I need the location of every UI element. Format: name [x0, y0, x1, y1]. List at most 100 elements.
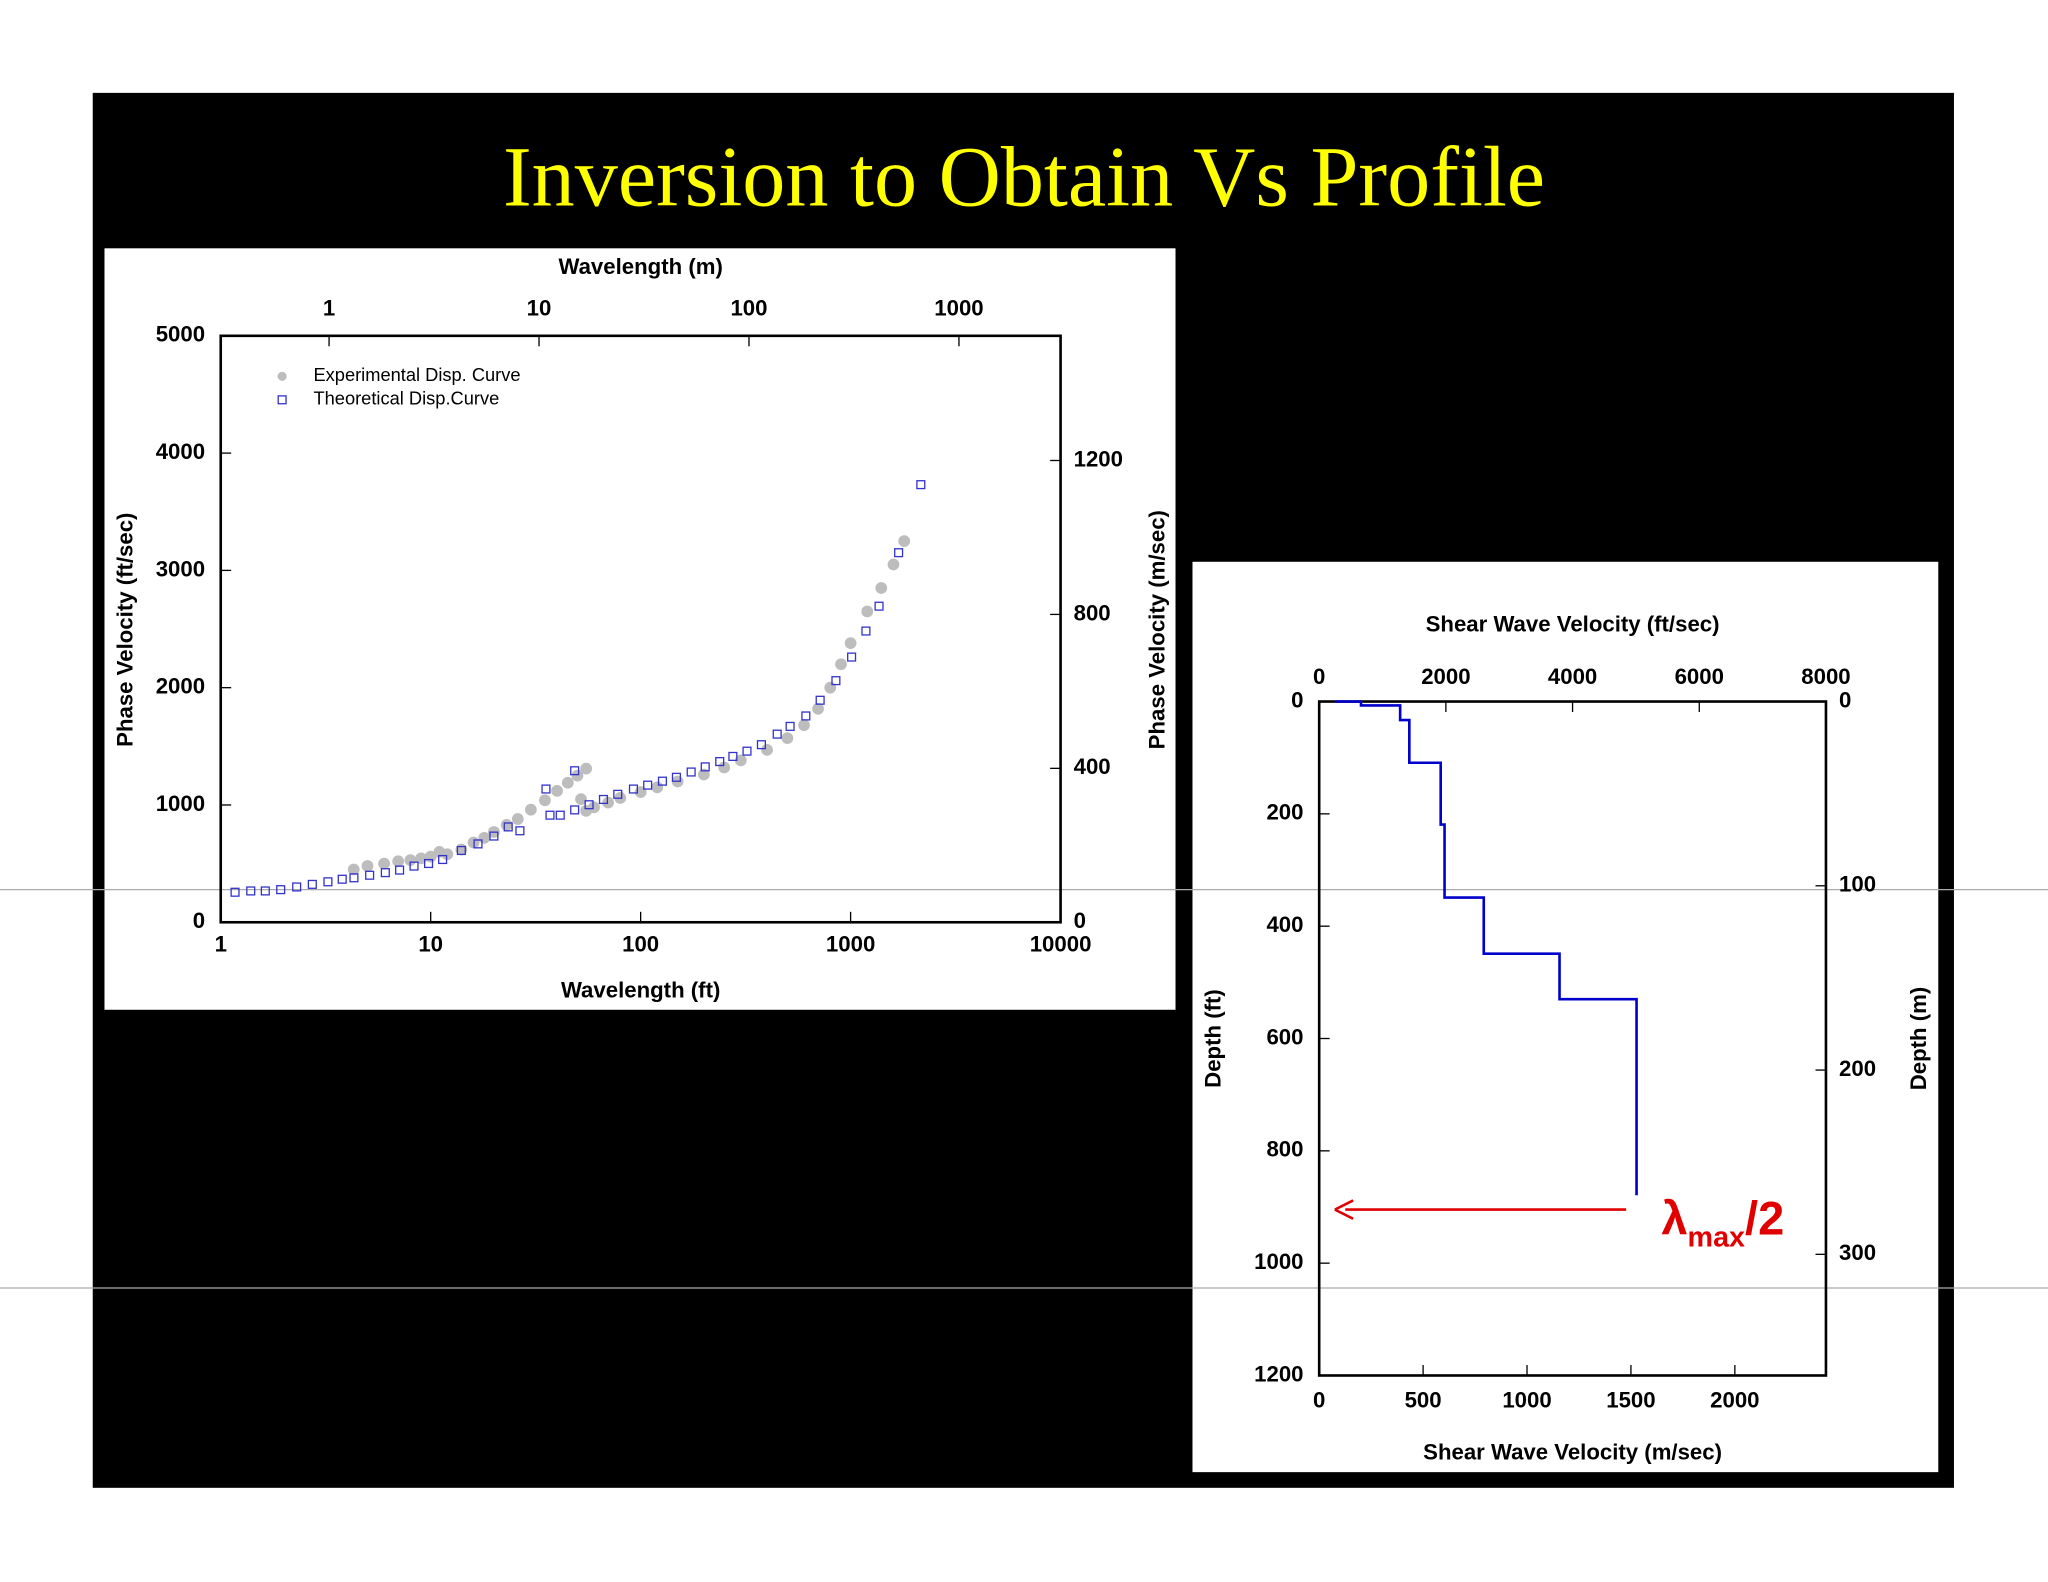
x-tick-label: 2000: [1421, 664, 1470, 689]
data-point: [657, 776, 668, 786]
x2-tick-label: 1500: [1606, 1387, 1655, 1412]
y2-tick-label: 800: [1074, 600, 1111, 625]
data-point: [785, 721, 795, 731]
data-point: [395, 865, 405, 875]
x-tick-label: 6000: [1675, 664, 1724, 689]
x2-tick-label: 500: [1405, 1387, 1442, 1412]
x2-tick-label: 1000: [934, 296, 983, 321]
y-tick-label: 2000: [156, 674, 205, 699]
chart-panel: [1192, 561, 1939, 1473]
x2-tick-label: 1000: [1502, 1387, 1551, 1412]
y-tick-label: 400: [1266, 912, 1303, 937]
data-point: [404, 854, 417, 866]
y2-axis-label: Depth (m): [1906, 987, 1931, 1091]
x-tick-label: 8000: [1801, 664, 1850, 689]
y-tick-label: 1000: [1254, 1249, 1303, 1274]
legend-label: Theoretical Disp.Curve: [313, 388, 499, 409]
data-point: [561, 776, 574, 789]
data-point: [671, 772, 681, 782]
data-point: [473, 839, 483, 849]
x-tick-label: 10: [418, 932, 443, 957]
x2-axis-label: Shear Wave Velocity (m/sec): [1423, 1440, 1722, 1465]
data-point: [756, 740, 766, 750]
data-point: [697, 768, 710, 781]
data-point: [500, 819, 513, 831]
data-point: [875, 582, 888, 594]
legend-marker: [277, 395, 287, 405]
data-point: [588, 801, 600, 814]
data-point: [555, 810, 565, 820]
data-point: [489, 831, 499, 841]
data-point: [361, 860, 374, 872]
data-point: [424, 858, 434, 869]
y-axis-label: Phase Velocity (ft/sec): [113, 513, 138, 747]
data-point: [812, 702, 824, 715]
data-point: [571, 769, 584, 782]
data-point: [781, 732, 794, 744]
data-point: [515, 826, 525, 836]
data-point: [365, 870, 375, 880]
y2-tick-label: 200: [1839, 1056, 1876, 1081]
data-point: [643, 780, 653, 790]
y-tick-label: 4000: [156, 439, 205, 464]
x2-tick-label: 1: [323, 296, 335, 321]
y-tick-label: 800: [1266, 1137, 1303, 1162]
data-point: [276, 885, 286, 895]
x-axis-label: Shear Wave Velocity (ft/sec): [1426, 612, 1720, 637]
y2-tick-label: 400: [1074, 754, 1111, 779]
data-point: [456, 845, 466, 856]
data-point: [323, 877, 333, 887]
x-tick-label: 0: [1313, 664, 1325, 689]
legend-marker: [277, 371, 287, 381]
data-point: [894, 548, 904, 558]
data-point: [602, 796, 615, 809]
data-point: [441, 848, 454, 861]
data-point: [700, 762, 710, 772]
data-point: [847, 652, 857, 662]
data-point: [613, 789, 623, 799]
y-tick-label: 3000: [156, 556, 205, 581]
data-point: [772, 729, 782, 739]
y2-tick-label: 100: [1839, 872, 1876, 897]
x-tick-label: 10000: [1030, 932, 1092, 957]
data-point: [715, 757, 725, 767]
legend-label: Experimental Disp. Curve: [313, 364, 520, 385]
y-tick-label: 600: [1266, 1024, 1303, 1049]
chart-panel: [104, 248, 1176, 1010]
x-tick-label: 4000: [1548, 664, 1597, 689]
y-tick-label: 200: [1266, 800, 1303, 825]
data-point: [634, 786, 647, 798]
x2-tick-label: 10: [527, 296, 552, 321]
y2-tick-label: 1200: [1074, 446, 1123, 471]
data-point: [539, 794, 551, 807]
data-point: [728, 751, 738, 761]
data-point: [584, 800, 594, 810]
data-point: [347, 863, 360, 876]
data-point: [307, 879, 317, 889]
data-point: [580, 762, 593, 775]
data-point: [575, 793, 587, 805]
arrow-head: [1334, 1199, 1354, 1220]
data-point: [734, 754, 747, 767]
data-point: [230, 887, 240, 897]
data-point: [742, 746, 752, 756]
y2-tick-label: 0: [1074, 908, 1086, 933]
data-point: [541, 784, 551, 794]
y-tick-label: 1200: [1254, 1361, 1303, 1386]
annotation: λmax/2: [1661, 1192, 1784, 1253]
data-point: [835, 658, 847, 671]
data-point: [409, 861, 419, 871]
data-point: [337, 874, 347, 884]
x-tick-label: 1: [215, 932, 227, 957]
data-point: [824, 681, 837, 694]
y-tick-label: 1000: [156, 791, 205, 816]
data-point: [570, 766, 580, 776]
y-axis-label: Depth (ft): [1201, 989, 1226, 1088]
data-point: [246, 886, 256, 896]
x2-tick-label: 100: [730, 296, 767, 321]
data-point: [260, 886, 270, 896]
data-point: [378, 857, 390, 870]
data-point: [898, 535, 911, 547]
data-point: [380, 868, 390, 878]
y2-tick-label: 0: [1839, 687, 1851, 712]
